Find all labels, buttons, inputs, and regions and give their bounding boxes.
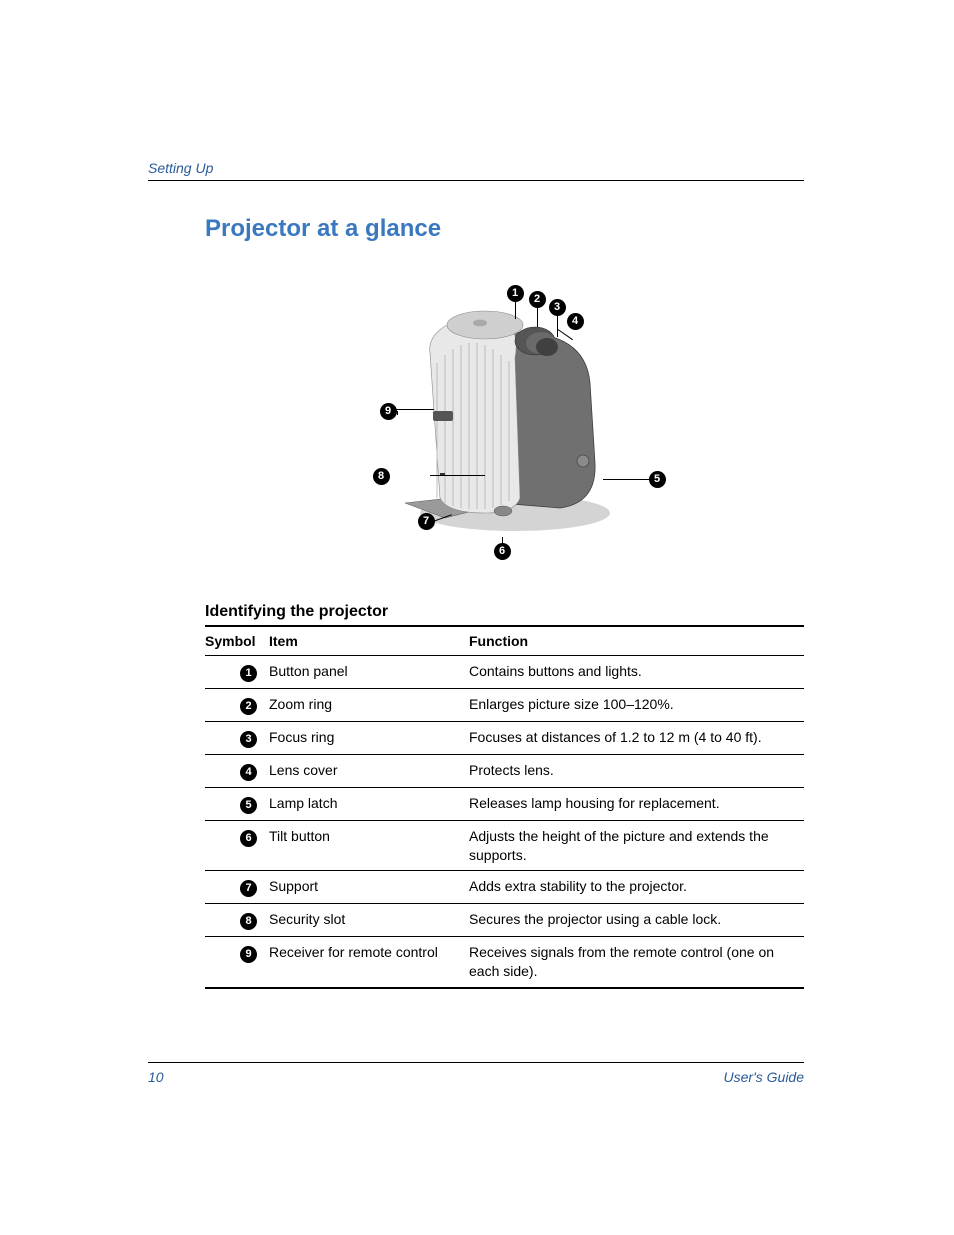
symbol-badge: 4: [240, 764, 257, 781]
item-cell: Tilt button: [269, 820, 469, 871]
table-row: 7 SupportAdds extra stability to the proj…: [205, 871, 804, 904]
callout-4: 4: [567, 313, 584, 330]
col-function: Function: [469, 626, 804, 656]
function-cell: Enlarges picture size 100–120%.: [469, 688, 804, 721]
item-cell: Lamp latch: [269, 787, 469, 820]
symbol-cell: 4: [205, 754, 269, 787]
callout-6: 6: [494, 543, 511, 560]
function-cell: Contains buttons and lights.: [469, 656, 804, 689]
table-row: 3 Focus ringFocuses at distances of 1.2 t…: [205, 721, 804, 754]
parts-table: Symbol Item Function 1 Button panelContai…: [205, 625, 804, 989]
symbol-cell: 7: [205, 871, 269, 904]
callout-5: 5: [649, 471, 666, 488]
symbol-badge: 3: [240, 731, 257, 748]
table-row: 1 Button panelContains buttons and lights…: [205, 656, 804, 689]
table-row: 2 Zoom ringEnlarges picture size 100–120%…: [205, 688, 804, 721]
callout-9: 9: [380, 403, 397, 420]
symbol-badge: 9: [240, 946, 257, 963]
leader-line: [515, 301, 516, 319]
page-footer: 10 User's Guide: [148, 1062, 804, 1085]
function-cell: Secures the projector using a cable lock…: [469, 904, 804, 937]
symbol-cell: 5: [205, 787, 269, 820]
symbol-cell: 3: [205, 721, 269, 754]
leader-line: [603, 479, 653, 480]
symbol-cell: 8: [205, 904, 269, 937]
function-cell: Protects lens.: [469, 754, 804, 787]
symbol-cell: 6: [205, 820, 269, 871]
symbol-cell: 2: [205, 688, 269, 721]
table-row: 4 Lens coverProtects lens.: [205, 754, 804, 787]
leader-line: [397, 411, 398, 415]
guide-label: User's Guide: [724, 1069, 804, 1085]
function-cell: Receives signals from the remote control…: [469, 937, 804, 988]
table-row: 8 Security slotSecures the projector usin…: [205, 904, 804, 937]
header-section: Setting Up: [148, 160, 213, 176]
page-title: Projector at a glance: [205, 215, 804, 243]
callout-1: 1: [507, 285, 524, 302]
symbol-badge: 8: [240, 913, 257, 930]
leader-line: [430, 475, 485, 476]
item-cell: Receiver for remote control: [269, 937, 469, 988]
item-cell: Button panel: [269, 656, 469, 689]
symbol-badge: 5: [240, 797, 257, 814]
function-cell: Adjusts the height of the picture and ex…: [469, 820, 804, 871]
page-number: 10: [148, 1069, 164, 1085]
symbol-badge: 2: [240, 698, 257, 715]
col-item: Item: [269, 626, 469, 656]
footer-rule: [148, 1062, 804, 1063]
projector-illustration: [385, 303, 615, 533]
callout-3: 3: [549, 299, 566, 316]
item-cell: Zoom ring: [269, 688, 469, 721]
parts-table-body: 1 Button panelContains buttons and lights…: [205, 656, 804, 989]
symbol-cell: 1: [205, 656, 269, 689]
table-row: 5 Lamp latchReleases lamp housing for rep…: [205, 787, 804, 820]
header-rule: [148, 180, 804, 181]
item-cell: Security slot: [269, 904, 469, 937]
table-title: Identifying the projector: [205, 603, 804, 621]
leader-line: [557, 315, 558, 337]
item-cell: Focus ring: [269, 721, 469, 754]
projector-diagram: 1234 5 6 7 8 9: [345, 273, 665, 573]
function-cell: Releases lamp housing for replacement.: [469, 787, 804, 820]
callout-2: 2: [529, 291, 546, 308]
col-symbol: Symbol: [205, 626, 269, 656]
symbol-badge: 6: [240, 830, 257, 847]
leader-line: [537, 307, 538, 327]
function-cell: Focuses at distances of 1.2 to 12 m (4 t…: [469, 721, 804, 754]
symbol-cell: 9: [205, 937, 269, 988]
symbol-badge: 1: [240, 665, 257, 682]
item-cell: Lens cover: [269, 754, 469, 787]
table-row: 9 Receiver for remote controlReceives sig…: [205, 937, 804, 988]
callout-8: 8: [373, 468, 390, 485]
callout-7: 7: [418, 513, 435, 530]
function-cell: Adds extra stability to the projector.: [469, 871, 804, 904]
symbol-badge: 7: [240, 880, 257, 897]
table-row: 6 Tilt buttonAdjusts the height of the pi…: [205, 820, 804, 871]
item-cell: Support: [269, 871, 469, 904]
